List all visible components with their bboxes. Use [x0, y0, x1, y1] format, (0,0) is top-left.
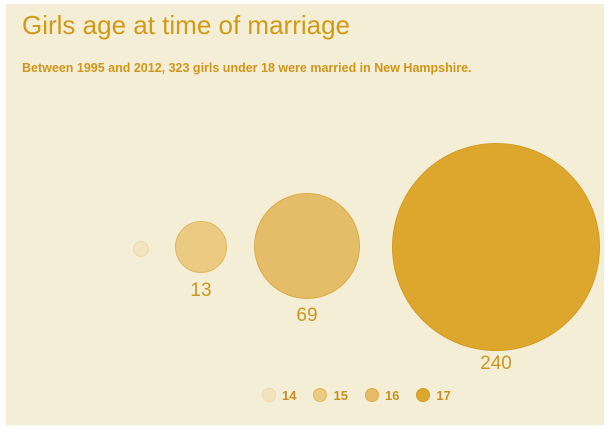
- chart-card: Girls age at time of marriage Between 19…: [6, 4, 604, 425]
- value-label-age-16: 69: [296, 305, 318, 326]
- legend-swatch-15: [313, 388, 328, 402]
- chart-subtitle: Between 1995 and 2012, 323 girls under 1…: [22, 61, 472, 75]
- bubble-age-16[interactable]: [254, 193, 360, 299]
- bubble-age-17[interactable]: [392, 143, 600, 351]
- value-label-age-15: 13: [190, 280, 212, 301]
- legend-label-15: 15: [333, 387, 348, 403]
- value-label-age-17: 240: [480, 353, 512, 374]
- legend-item-15[interactable]: 15: [313, 387, 348, 403]
- legend-swatch-16: [364, 388, 379, 402]
- legend-label-14: 14: [282, 387, 297, 403]
- legend-swatch-14: [262, 388, 276, 402]
- legend-item-16[interactable]: 16: [364, 387, 400, 403]
- legend-label-16: 16: [384, 387, 400, 403]
- bubble-plot: 13 69 240: [6, 4, 604, 425]
- legend-item-17[interactable]: 17: [416, 387, 451, 403]
- legend: 14 15 16 17: [262, 388, 451, 402]
- legend-swatch-17: [416, 388, 431, 402]
- bubble-age-15[interactable]: [175, 221, 227, 273]
- legend-item-14[interactable]: 14: [262, 388, 296, 402]
- chart-title: Girls age at time of marriage: [22, 10, 351, 40]
- legend-label-17: 17: [436, 387, 451, 403]
- bubble-age-14[interactable]: [133, 241, 149, 257]
